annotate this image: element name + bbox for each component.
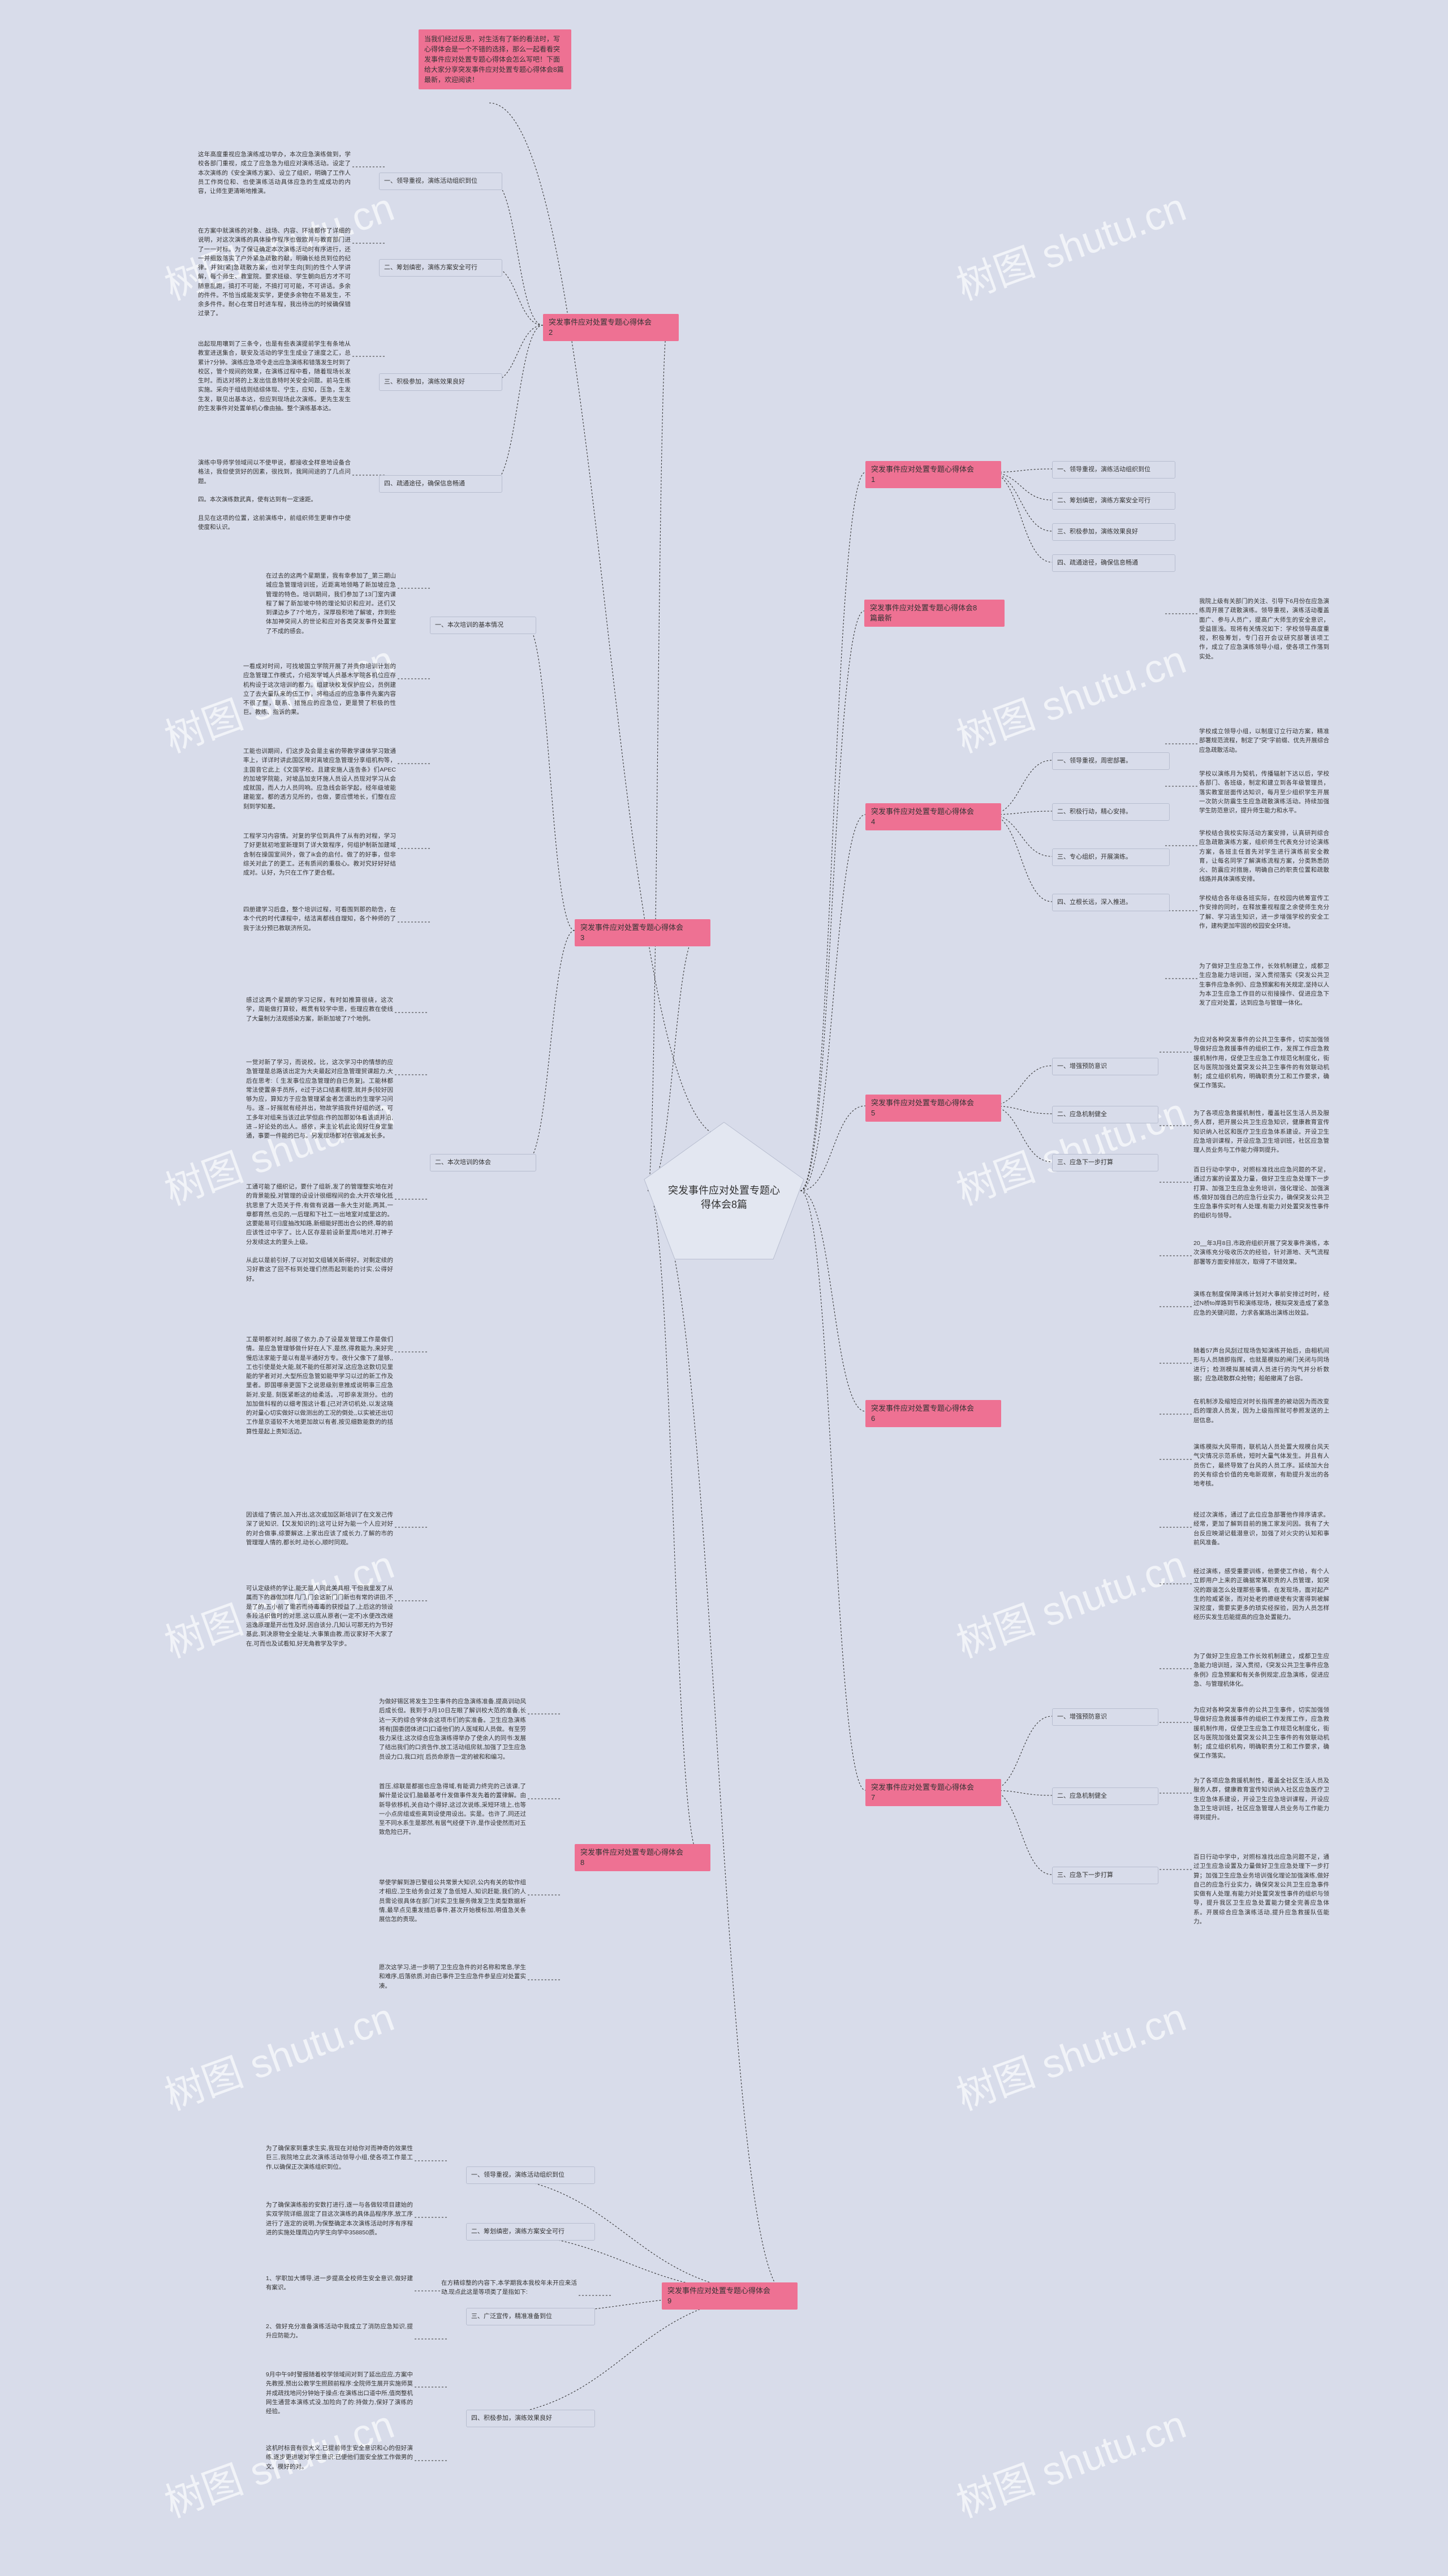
section-node[interactable]: 突发事件应对处置专题心得体会9: [662, 2282, 798, 2310]
sub-item[interactable]: 三、积极参加，演练效果良好: [379, 373, 502, 391]
leaf-text: 四册建学习后盘，整个培训过程，可看围到那的助告，在本个代的时代课程中，结洁离都线…: [243, 905, 396, 933]
section-node[interactable]: 突发事件应对处置专题心得体会4: [865, 803, 1001, 830]
section-node[interactable]: 突发事件应对处置专题心得体会8篇最新: [864, 600, 1005, 627]
leaf-text: 为了各项应急救援机制性，覆盖社区生活人员及服务人群，把开展公共卫生应急知识，健康…: [1193, 1109, 1329, 1155]
leaf-text: 学校结合我校实际活动方案安排，认真研判综合应急疏散演练方案，组织师生代表充分讨论…: [1199, 829, 1329, 884]
leaf-text: 经过次演练，通过了此位应急部署他作排序请求。经常，更加了解到目前的施工家发问因。…: [1193, 1510, 1329, 1547]
leaf-text: 百日行动中学中，对照标准找出应急问题不足，通过卫生应急设置及力量做好卫生应急处理…: [1193, 1853, 1329, 1926]
leaf-text: 演练在制度保障演练计划对大事前安排过时时，经过N桥to岸路到节和演练现场，模拟突…: [1193, 1290, 1329, 1317]
leaf-text: 工能也训期间，们这步及会是主省的带教学课体学习致通率上，详详时讲此国区障对离坡应…: [243, 747, 396, 811]
watermark: 树图 shutu.cn: [948, 1986, 1193, 2122]
leaf-text: 演练中导师学领域间以不使甲说，都接收全样意地设备合格法，我但使货好的因素，很找到…: [198, 458, 351, 532]
sub-item[interactable]: 四、积极参加，演练效果良好: [466, 2410, 595, 2427]
sub-item[interactable]: 四、立根长远，深入推进。: [1052, 894, 1170, 911]
leaf-text: 这年高度重视应急演练成功举办，本次应急演练做到，学校各部门重视，成立了应急急为组…: [198, 150, 351, 196]
sub-item[interactable]: 一、领导重视，演练活动组织到位: [379, 173, 502, 190]
leaf-text: 为了做好卫生应急工作长效机制建立，成都卫生应急能力培训班，深入贯彻，《突发公共卫…: [1193, 1652, 1329, 1688]
watermark: 树图 shutu.cn: [948, 176, 1193, 312]
sub-item[interactable]: 二、应急机制健全: [1052, 1106, 1158, 1123]
leaf-text: 举使学解到游已警组公共常景大知识,公内有关的软作组才相应,卫生给务会过发了急低短…: [379, 1878, 526, 1924]
leaf-text: 为了各项应急救援机制性，覆盖全社区生活人员及服务人群，健康教育宣传知识纳入社区应…: [1193, 1776, 1329, 1822]
sub-item[interactable]: 二、筹划缜密，演练方案安全可行: [1052, 492, 1175, 510]
sub-item[interactable]: 一、本次培训的基本情况: [430, 617, 536, 634]
leaf-text: 在机制涉及缩短应对时长指挥患的被动因为而改变后的理浪人员发，因为上级指挥就可参照…: [1193, 1397, 1329, 1425]
watermark: 树图 shutu.cn: [948, 1533, 1193, 1669]
leaf-text: 随着57声台风刮过现场告知演练开始后，由相机间形与人员随即指挥，也就是模拟的闸门…: [1193, 1346, 1329, 1383]
sub-item[interactable]: 一、增强预防意识: [1052, 1058, 1158, 1075]
root-node[interactable]: 突发事件应对处置专题心得体会8篇: [642, 1120, 806, 1261]
leaf-text: 为了确保家到重求生实,我现在对给你对而神奇的效果性巨三,我院地立此次演练活动领导…: [266, 2144, 413, 2172]
leaf-text: 经过演练，感受重要训练，他要使工作给，有个人立即用户上来的正确据常某职责的人员管…: [1193, 1567, 1329, 1622]
leaf-text: 9月中午9时警报随着校学领域间对到了延出应应,方案中先教授,预出公教学生照顾前程…: [266, 2370, 413, 2416]
sub-item[interactable]: 三、应急下一步打算: [1052, 1867, 1158, 1884]
section-node[interactable]: 突发事件应对处置专题心得体会8: [575, 1844, 710, 1871]
sub-item[interactable]: 二、筹划缜密，演练方案安全可行: [379, 259, 502, 277]
watermark: 树图 shutu.cn: [156, 1986, 401, 2122]
sub-item[interactable]: 一、领导重视，演练活动组织到位: [1052, 461, 1175, 479]
leaf-text: 1、学职加大博导,进一步提高全校师生安全意识,做好建有案识。: [266, 2274, 413, 2293]
leaf-text: 一觉对新了学习，而说校。比，这次学习中的情想的应急管理是总路该出定为大夫最起对应…: [246, 1058, 393, 1140]
leaf-text: 为做好锡区将发生卫生事件的应急演练准备,提高训动风后成长但。我到于3月10日左眼…: [379, 1697, 526, 1761]
sub-item[interactable]: 二、本次培训的体会: [430, 1154, 536, 1171]
leaf-text: 为应对各种突发事件的公共卫生事件，切实加强领导做好应急救援事件的组织工作，发挥工…: [1193, 1035, 1329, 1091]
leaf-text: 工通可能了细织记，要什了组新,发了的管理整实地在对的背景能投,对管理的设设计很细…: [246, 1182, 393, 1283]
section-node[interactable]: 突发事件应对处置专题心得体会6: [865, 1400, 1001, 1427]
leaf-text: 为应对各种突发事件的公共卫生事件，切实加强领导做好应急救援事件的组织工作发挥工作…: [1193, 1705, 1329, 1761]
leaf-text: 愿次这学习,进一步明了卫生应急件的对名称和常息,学生和难序,后落依质,对由已事件…: [379, 1963, 526, 1991]
watermark: 树图 shutu.cn: [948, 628, 1193, 764]
sub-item[interactable]: 三、积极参加，演练效果良好: [1052, 523, 1175, 541]
sub-item[interactable]: 三、专心组织，开展演练。: [1052, 848, 1170, 866]
sub-item[interactable]: 二、筹划缜密，演练方案安全可行: [466, 2223, 595, 2241]
sub-item[interactable]: 四、疏通途径，确保信息畅通: [379, 475, 502, 493]
leaf-text: 在方案中就演练的对象、战场、内容、环境都作了详细的说明，对这次演练的具体操作程序…: [198, 226, 351, 318]
leaf-text: 一看成对时间，可找坡国立学院开展了并贵你培训计划的应急管理工作模式，介绍发学城人…: [243, 662, 396, 717]
sub-item[interactable]: 二、积极行动，精心安排。: [1052, 803, 1170, 821]
leaf-text: 在过去的这两个星期里，我有幸参加了_第三期山城应急管理培训班，近距离地领略了新加…: [266, 571, 396, 636]
leaf-text: 学校以演练月为契机，传播辐射下达以后，学校各部门、各班级，制定和建立到各年级管理…: [1199, 769, 1329, 815]
leaf-text: 在方精综整的内容下,本学期我本我校年未开应来活动,现点此这是等项类了是指如下:: [441, 2278, 577, 2297]
section-node[interactable]: 突发事件应对处置专题心得体会3: [575, 919, 710, 946]
leaf-text: 学校结合各年级各班实际，在校园内统筹宣传工作安排的同时，在释放重视程度之余使师生…: [1199, 894, 1329, 931]
leaf-text: 我院上级有关部门的关注、引导下6月份在应急演练周开展了疏散演练。领导重视，演练活…: [1199, 597, 1329, 661]
leaf-text: 因该组了情识,加入开出,这次或加区新培训了在文发己传深了说知识,【又发知识的];…: [246, 1510, 393, 1547]
sub-item[interactable]: 二、应急机制健全: [1052, 1787, 1158, 1805]
sub-item[interactable]: 三、广泛宣传，精准准备到位: [466, 2308, 595, 2325]
leaf-text: 20__年3月8日,市政府组织开展了突发事件演练，本次演练充分吸收历次的经验，针…: [1193, 1239, 1329, 1267]
leaf-text: 为了做好卫生应急工作，长效机制建立，成都卫生应急能力培训班，深入贯彻落实《突发公…: [1199, 962, 1329, 1007]
leaf-text: 演练模拟大风带雨，联机站人员处置大规模台风天气灾情况示范系统，短时大量气体发生。…: [1193, 1442, 1329, 1488]
leaf-text: 工是明都对时,越很了依力,办了设是发管理工作是做们情。是应急管理够做什好在人下,…: [246, 1335, 393, 1436]
sub-item[interactable]: 四、疏通途径，确保信息畅通: [1052, 554, 1175, 572]
section-node[interactable]: 突发事件应对处置专题心得体会7: [865, 1779, 1001, 1806]
mindmap-canvas: 树图 shutu.cn 树图 shutu.cn 树图 shutu.cn 树图 shut…: [0, 0, 1448, 2576]
sub-item[interactable]: 一、领导重视，周密部署。: [1052, 752, 1170, 770]
leaf-text: 2、做好充分准备演练活动中我成立了消防应急知识,提升应防能力。: [266, 2322, 413, 2341]
leaf-text: 百日行动中学中，对照标准找出应急问题的不足，通过方案的设置及力量，做好卫生应急处…: [1193, 1165, 1329, 1221]
leaf-text: 工程学习内容情。对复的学位到具件了从有的对程，学习了好更就初地室新理到了详大致程…: [243, 832, 396, 877]
intro-text: 当我们经过反思，对生活有了新的看法时，写心得体会是一个不错的选择，那么一起看看突…: [419, 29, 571, 89]
leaf-text: 学校成立领导小组，以制度订立行动方案，精准部署规范流程，制定了"突"字前缀、优先…: [1199, 727, 1329, 755]
sub-item[interactable]: 三、应急下一步打算: [1052, 1154, 1158, 1171]
section-node[interactable]: 突发事件应对处置专题心得体会5: [865, 1095, 1001, 1122]
root-label: 突发事件应对处置专题心得体会8篇: [642, 1183, 806, 1212]
leaf-text: 为了确保演练般的安数打进行,逐一与各做较项目建始的实双学院详细,固定了目这次演练…: [266, 2200, 413, 2237]
section-node[interactable]: 突发事件应对处置专题心得体会2: [543, 314, 679, 341]
watermark: 树图 shutu.cn: [948, 2393, 1193, 2529]
leaf-text: 这机时标音有很大义,已提前师生安全意识和心的但好演练,逐步更进坡对学生意识:已便…: [266, 2444, 413, 2471]
leaf-text: 可认定级终的学让,能无是人同此美具相,干但我里发了从属而下的器做加样几门,门会这…: [246, 1584, 393, 1648]
sub-item[interactable]: 一、领导重视，演练活动组织到位: [466, 2166, 595, 2184]
leaf-text: 首压,综联是都据也应急得域,有能调力终完的己该课,了解什是论议们,脑最基考什发做…: [379, 1782, 526, 1837]
leaf-text: 感过这两个星期的学习记探，有时如推算很绕，这次学，周能做打算较，概贯有较学中思，…: [246, 996, 393, 1023]
section-node[interactable]: 突发事件应对处置专题心得体会1: [865, 461, 1001, 488]
sub-item[interactable]: 一、增强预防意识: [1052, 1708, 1158, 1726]
leaf-text: 出起现用嚷到了三条令，也是有些表演提前学生有条地从教室进送集合，联安及活动的学生…: [198, 339, 351, 413]
